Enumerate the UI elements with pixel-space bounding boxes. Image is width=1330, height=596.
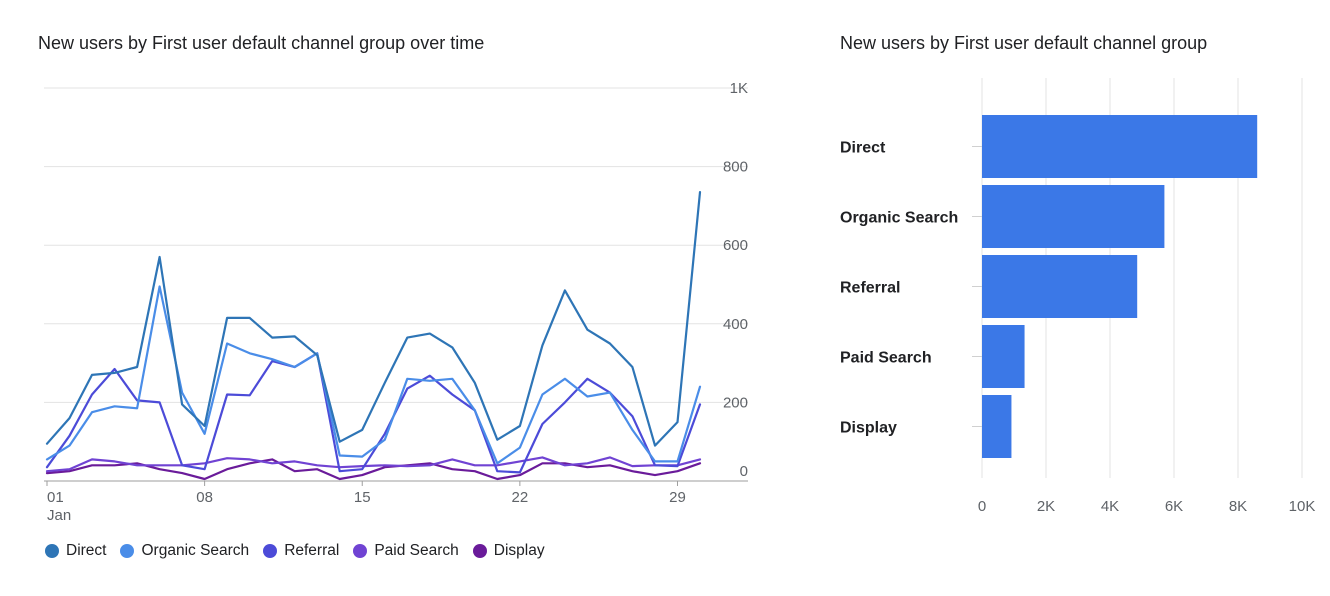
x-tick-label: 0: [978, 498, 986, 515]
bar-organic-search[interactable]: [982, 185, 1165, 248]
bar-display[interactable]: [982, 395, 1012, 458]
legend-item-organic-search[interactable]: Organic Search: [120, 542, 249, 560]
x-sublabel: Jan: [47, 507, 71, 524]
x-tick-label: 6K: [1165, 498, 1183, 515]
bar-referral[interactable]: [982, 255, 1138, 318]
x-tick-label: 10K: [1289, 498, 1316, 515]
legend-item-referral[interactable]: Referral: [263, 542, 339, 560]
legend-label: Display: [493, 542, 545, 559]
x-tick-label: 01: [47, 489, 64, 506]
legend-swatch: [263, 544, 278, 558]
line-chart-legend: Direct Organic Search Referral Paid Search D…: [45, 542, 559, 560]
series-line-organic-search[interactable]: [45, 285, 702, 465]
series-line-referral[interactable]: [45, 352, 702, 474]
y-tick-label: 0: [740, 463, 748, 480]
category-label: Direct: [840, 140, 886, 157]
category-label: Display: [840, 420, 897, 437]
y-tick-label: 1K: [730, 80, 748, 97]
bar-chart-title: New users by First user default channel …: [840, 33, 1208, 53]
y-tick-label: 200: [723, 394, 748, 411]
legend-label: Referral: [284, 542, 340, 559]
legend-item-display[interactable]: Display: [472, 542, 545, 560]
y-tick-label: 600: [723, 237, 748, 254]
x-tick-label: 22: [512, 489, 529, 506]
bar-paid-search[interactable]: [982, 325, 1025, 388]
line-chart: 0 200 400 600 800 1K 01 08 15 22 29 Jan: [44, 80, 748, 524]
y-tick-label: 400: [723, 316, 748, 333]
bar-direct[interactable]: [982, 115, 1258, 178]
x-tick-label: 08: [196, 489, 213, 506]
legend-swatch: [472, 544, 487, 558]
x-tick-label: 4K: [1101, 498, 1119, 515]
legend-swatch: [120, 544, 135, 558]
category-label: Organic Search: [840, 210, 958, 227]
legend-swatch: [45, 544, 59, 558]
series-line-display[interactable]: [45, 458, 702, 481]
x-tick-label: 15: [354, 489, 371, 506]
legend-item-direct[interactable]: Direct: [45, 542, 106, 560]
legend-swatch: [353, 544, 368, 558]
category-label: Paid Search: [840, 350, 932, 367]
line-chart-title: New users by First user default channel …: [38, 33, 485, 53]
series-line-direct[interactable]: [45, 191, 702, 447]
x-tick-label: 29: [669, 489, 686, 506]
legend-label: Paid Search: [374, 542, 459, 559]
legend-item-paid-search[interactable]: Paid Search: [353, 542, 459, 560]
x-tick-label: 2K: [1037, 498, 1055, 515]
legend-label: Organic Search: [141, 542, 250, 559]
legend-label: Direct: [66, 542, 107, 559]
series-line-paid-search[interactable]: [45, 456, 702, 473]
x-tick-label: 8K: [1229, 498, 1247, 515]
category-label: Referral: [840, 280, 900, 297]
y-tick-label: 800: [723, 159, 748, 176]
